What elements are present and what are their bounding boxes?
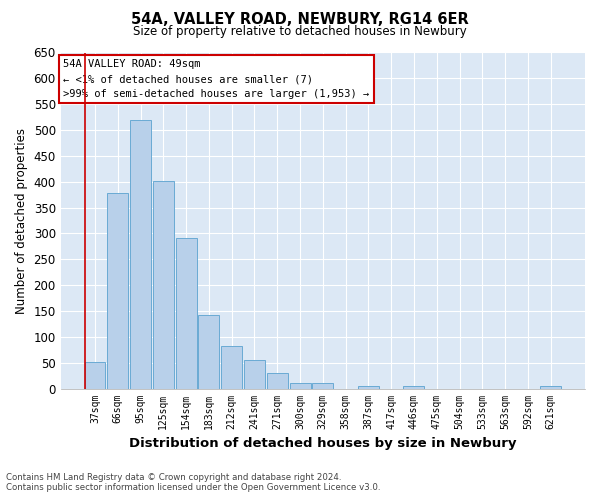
Bar [403, 386, 424, 388]
Bar [540, 386, 561, 388]
Bar [358, 386, 379, 388]
Text: 54A VALLEY ROAD: 49sqm
← <1% of detached houses are smaller (7)
>99% of semi-det: 54A VALLEY ROAD: 49sqm ← <1% of detached… [63, 59, 370, 99]
Bar [85, 362, 106, 388]
Bar [290, 384, 311, 388]
Bar [107, 193, 128, 388]
Bar [267, 373, 288, 388]
Text: Contains public sector information licensed under the Open Government Licence v3: Contains public sector information licen… [6, 484, 380, 492]
Bar [130, 120, 151, 388]
Bar [313, 384, 334, 388]
Bar [153, 180, 174, 388]
X-axis label: Distribution of detached houses by size in Newbury: Distribution of detached houses by size … [129, 437, 517, 450]
Text: Contains HM Land Registry data © Crown copyright and database right 2024.: Contains HM Land Registry data © Crown c… [6, 474, 341, 482]
Bar [176, 238, 197, 388]
Bar [199, 314, 220, 388]
Y-axis label: Number of detached properties: Number of detached properties [15, 128, 28, 314]
Text: Size of property relative to detached houses in Newbury: Size of property relative to detached ho… [133, 25, 467, 38]
Bar [244, 360, 265, 388]
Bar [221, 346, 242, 389]
Text: 54A, VALLEY ROAD, NEWBURY, RG14 6ER: 54A, VALLEY ROAD, NEWBURY, RG14 6ER [131, 12, 469, 28]
